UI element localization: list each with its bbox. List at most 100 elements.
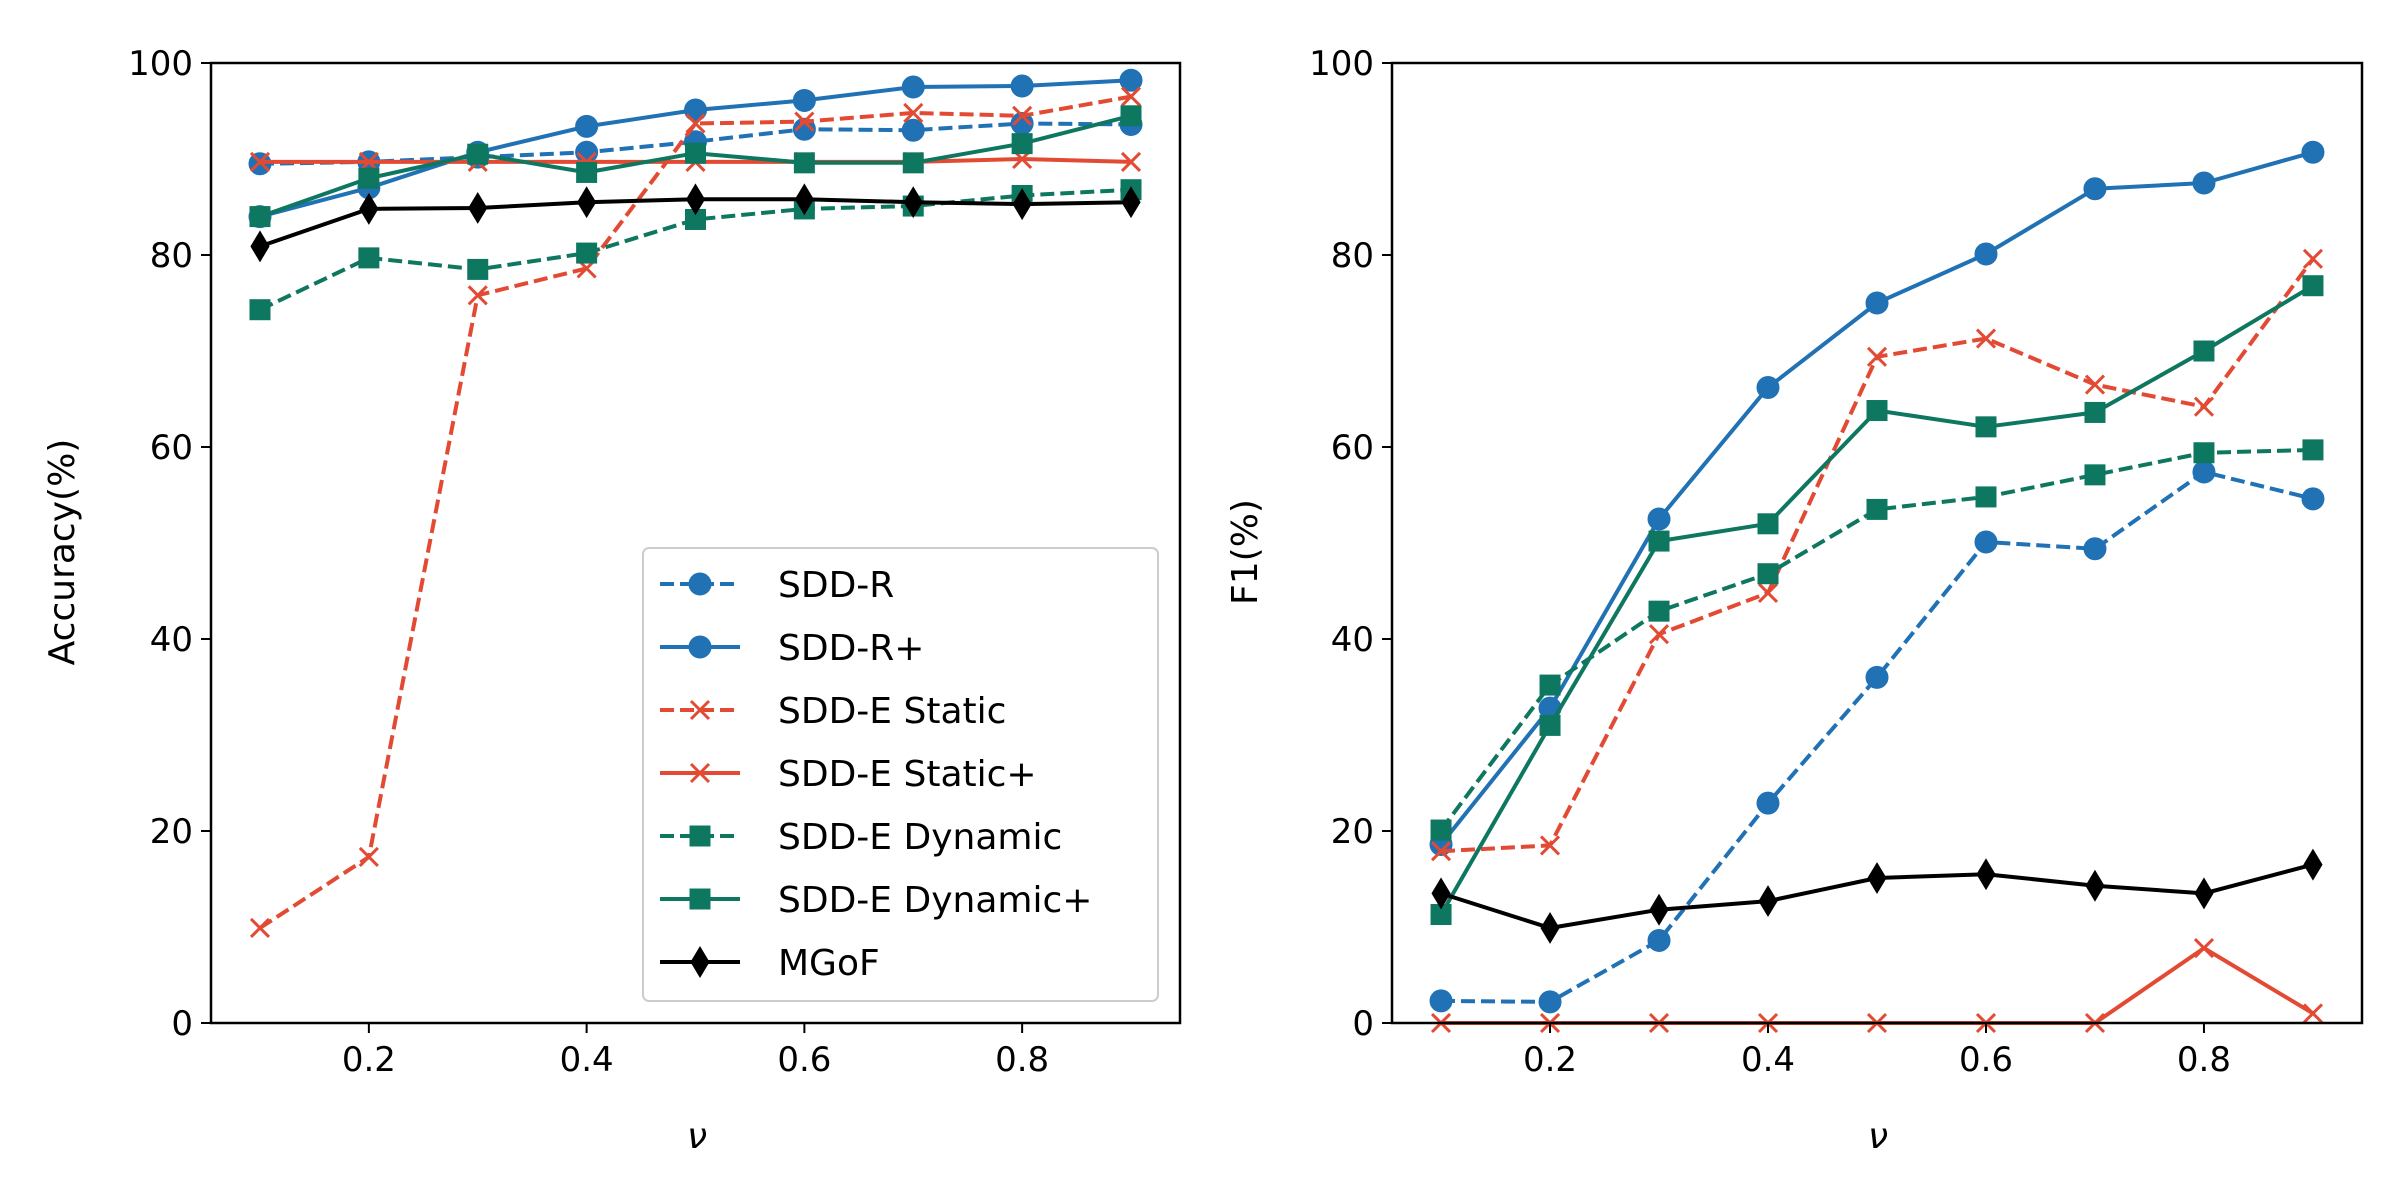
accuracy-point-mgof (1012, 188, 1032, 221)
accuracy-point-sdd-e-dynamic (358, 247, 380, 269)
f1-point-sdd-r (2301, 487, 2325, 511)
f1-point-sdd-e-dynamic (1757, 563, 1779, 585)
accuracy-x-axis-label: ν (687, 1116, 707, 1157)
accuracy-point-sdd-e-dynamic (249, 299, 271, 321)
legend-box (642, 547, 1159, 1002)
legend-item-sdd-e-dynamic-plus: SDD-E Dynamic+ (660, 880, 1092, 921)
legend-label: SDD-R (778, 565, 894, 606)
accuracy-series-mgof (250, 183, 1141, 263)
f1-point-mgof (1976, 858, 1996, 891)
f1-axes: 0.2 0.4 0.6 0.8 0 20 40 60 80 100 (1309, 44, 2364, 1080)
f1-point-sdd-e-dynamic-plus (2302, 275, 2324, 297)
accuracy-point-sdd-e-dynamic-plus (1120, 105, 1142, 127)
f1-point-sdd-r-plus (2192, 171, 2216, 195)
f1-point-mgof (2085, 869, 2105, 902)
f1-x-tick-label: 0.4 (1741, 1040, 1795, 1080)
accuracy-x-tick-label: 0.2 (342, 1040, 396, 1080)
f1-point-sdd-r (1974, 530, 1998, 554)
f1-point-sdd-e-dynamic-plus (1757, 513, 1779, 535)
f1-point-sdd-r (2192, 460, 2216, 484)
f1-y-tick-label: 0 (1352, 1004, 1374, 1044)
f1-point-sdd-r-plus (1865, 291, 1889, 315)
accuracy-plot-frame (209, 61, 1182, 1025)
f1-x-tick-label: 0.6 (1959, 1040, 2013, 1080)
legend-label: SDD-E Dynamic (778, 817, 1062, 858)
f1-point-sdd-e-dynamic (1866, 498, 1888, 520)
accuracy-point-sdd-e-static (358, 846, 379, 867)
f1-point-sdd-e-static (1975, 328, 1997, 349)
f1-point-sdd-r-plus (1756, 375, 1780, 399)
f1-point-sdd-r (2083, 537, 2107, 561)
accuracy-y-tick-label: 20 (150, 812, 193, 852)
accuracy-point-sdd-e-dynamic-plus (576, 161, 598, 183)
accuracy-series-sdd-e-dynamic-plus (249, 105, 1142, 228)
f1-point-mgof (1867, 862, 1887, 895)
accuracy-y-tick-label: 60 (150, 428, 193, 468)
accuracy-point-sdd-r-plus (792, 88, 816, 112)
accuracy-point-sdd-r (901, 118, 925, 142)
f1-x-tick-label: 0.2 (1523, 1040, 1577, 1080)
legend-marker (690, 946, 710, 978)
accuracy-point-sdd-e-dynamic-plus (902, 152, 924, 174)
f1-point-sdd-e-dynamic-plus (2193, 340, 2215, 362)
legend-marker (689, 825, 711, 847)
legend-marker (689, 888, 711, 910)
f1-point-mgof (1758, 885, 1778, 918)
f1-point-sdd-e-dynamic (2302, 439, 2324, 461)
f1-point-mgof (1540, 911, 1560, 944)
accuracy-point-sdd-e-dynamic-plus (685, 142, 706, 164)
f1-point-sdd-e-dynamic (1648, 600, 1670, 622)
accuracy-series-sdd-e-static (249, 86, 1142, 939)
f1-series-sdd-e-dynamic-plus (1430, 275, 2324, 926)
f1-y-tick-label: 100 (1309, 44, 1374, 84)
accuracy-y-tick-label: 40 (150, 620, 193, 660)
f1-point-sdd-r (1865, 665, 1889, 689)
accuracy-series-layer (248, 68, 1143, 939)
legend-item-sdd-e-dynamic: SDD-E Dynamic (660, 817, 1062, 858)
legend-label: MGoF (778, 943, 880, 984)
accuracy-x-tick-label: 0.6 (777, 1040, 831, 1080)
accuracy-point-sdd-e-dynamic (467, 258, 489, 280)
legend-label: SDD-E Dynamic+ (778, 880, 1092, 921)
accuracy-x-tick-label: 0.8 (995, 1040, 1049, 1080)
accuracy-line-sdd-e-static (258, 94, 1132, 930)
f1-point-sdd-e-static (1866, 346, 1888, 367)
accuracy-point-sdd-r-plus (575, 114, 599, 138)
accuracy-point-sdd-e-static (903, 102, 924, 123)
accuracy-point-mgof (468, 191, 488, 224)
accuracy-y-tick-label: 0 (171, 1004, 193, 1044)
f1-point-mgof (2194, 877, 2214, 910)
f1-y-axis-label: F1(%) (1225, 499, 1266, 605)
f1-point-mgof (1431, 877, 1451, 910)
f1-point-mgof (1649, 893, 1669, 926)
accuracy-point-sdd-r-plus (1010, 74, 1034, 98)
accuracy-point-sdd-e-static-plus (249, 151, 271, 172)
f1-point-sdd-e-static (1757, 582, 1779, 603)
f1-point-sdd-r (1756, 791, 1780, 815)
accuracy-point-sdd-e-dynamic-plus (1011, 133, 1033, 155)
accuracy-point-sdd-r-plus (684, 98, 707, 122)
f1-point-mgof (2303, 848, 2323, 881)
f1-point-sdd-r (1429, 989, 1453, 1013)
accuracy-y-tick-label: 80 (150, 236, 193, 276)
f1-point-sdd-e-dynamic-plus (1539, 714, 1561, 736)
f1-x-axis-label: ν (1868, 1116, 1888, 1157)
f1-point-sdd-e-dynamic-plus (2084, 401, 2106, 423)
legend: SDD-R SDD-R+ SDD-E Static SDD-E Static+ SDD-… (642, 547, 1159, 1002)
f1-point-sdd-e-static (1539, 835, 1561, 856)
f1-series-layer (1429, 140, 2325, 1034)
f1-point-sdd-e-dynamic-plus (1648, 530, 1670, 552)
accuracy-point-mgof (685, 183, 706, 216)
f1-plot-frame (1390, 61, 2364, 1025)
accuracy-point-sdd-e-dynamic-plus (249, 206, 271, 228)
f1-y-tick-label: 20 (1331, 812, 1374, 852)
accuracy-point-sdd-e-static (794, 111, 815, 132)
accuracy-point-sdd-r-plus (901, 75, 925, 99)
accuracy-chart: 0.2 0.4 0.6 0.8 0 20 40 60 80 100 ν Accuracy(%) S… (42, 44, 1182, 1157)
accuracy-point-sdd-e-dynamic (576, 242, 598, 264)
f1-point-sdd-e-dynamic (2084, 464, 2106, 486)
accuracy-line-sdd-e-dynamic (259, 187, 1132, 312)
legend-marker (689, 762, 711, 784)
